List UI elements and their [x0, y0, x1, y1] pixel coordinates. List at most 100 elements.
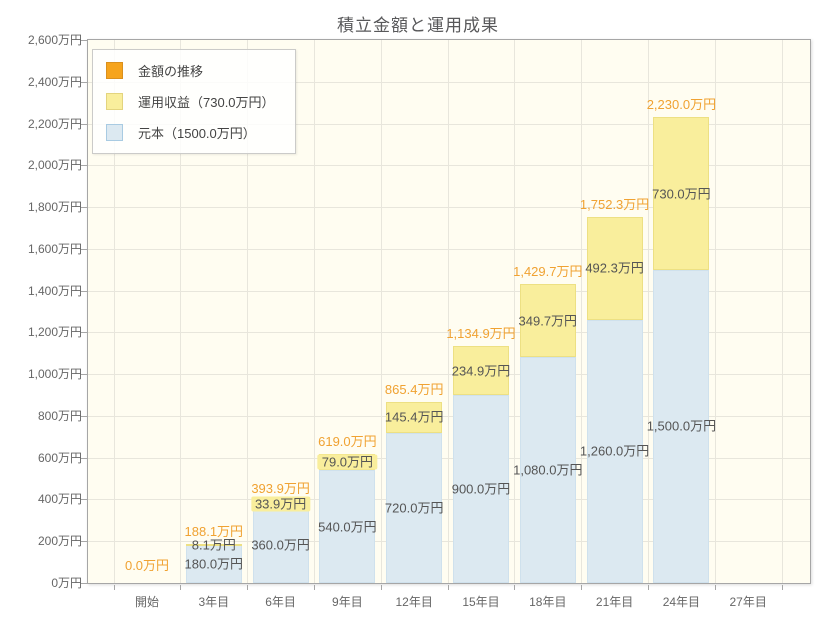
principal-label: 900.0万円 [451, 481, 511, 497]
x-axis-label: 27年目 [729, 595, 767, 609]
legend-item-amount[interactable]: 金額の推移 [93, 55, 295, 86]
y-axis-label: 600万円 [37, 450, 82, 465]
x-tick [648, 585, 649, 590]
principal-label: 360.0万円 [251, 537, 310, 553]
bar-principal-segment [653, 269, 710, 583]
total-label: 393.9万円 [251, 480, 310, 496]
y-tick [81, 374, 87, 376]
legend-swatch [106, 62, 123, 79]
y-tick [81, 207, 87, 209]
returns-label: 33.9万円 [250, 496, 311, 512]
y-tick [81, 415, 87, 417]
gridline-v [714, 40, 716, 583]
legend-item-returns[interactable]: 運用収益（730.0万円） [93, 86, 295, 117]
y-tick [81, 81, 87, 83]
x-axis-label: 9年目 [332, 595, 363, 609]
y-axis-label: 2,400万円 [27, 74, 82, 89]
x-tick [447, 585, 449, 590]
gridline-h [88, 81, 810, 83]
total-label: 619.0万円 [318, 433, 377, 449]
gridline-v [247, 40, 249, 583]
total-label: 2,230.0万円 [646, 97, 717, 113]
y-axis-label: 0万円 [51, 576, 82, 590]
x-tick [514, 585, 516, 590]
total-label: 1,429.7万円 [513, 264, 583, 280]
principal-label: 1,260.0万円 [579, 443, 650, 459]
y-tick [81, 290, 87, 292]
gridline-h [88, 415, 810, 417]
y-tick [81, 332, 87, 334]
returns-label: 492.3万円 [585, 260, 644, 276]
bar-returns-segment [453, 345, 509, 396]
x-axis-label: 開始 [134, 595, 159, 609]
y-axis-label: 1,600万円 [27, 241, 82, 256]
x-tick [581, 585, 583, 590]
legend: 金額の推移 運用収益（730.0万円） 元本（1500.0万円） [92, 49, 296, 154]
gridline-h [88, 248, 810, 250]
y-axis-label: 2,200万円 [27, 116, 82, 131]
y-axis-label: 1,400万円 [27, 283, 82, 298]
bar-principal-segment [519, 357, 576, 583]
y-tick [81, 248, 87, 250]
returns-label: 79.0万円 [317, 454, 378, 470]
gridline-h [88, 290, 810, 292]
x-axis-label: 24年目 [662, 595, 701, 609]
y-axis-label: 200万円 [37, 534, 82, 549]
principal-label: 720.0万円 [384, 500, 444, 516]
chart-title: 積立金額と運用成果 [337, 16, 499, 35]
returns-label: 234.9万円 [451, 363, 511, 378]
plot-area: 0.0万円 180.0万円 8.1万円 188.1万円 360.0万円 33.9万円 393… [87, 39, 811, 584]
bar-principal-segment [586, 319, 643, 583]
gridline-h [88, 123, 810, 125]
returns-label: 730.0万円 [652, 186, 711, 201]
gridline-h [88, 499, 810, 501]
y-axis-label: 2,000万円 [27, 158, 82, 173]
x-tick [247, 585, 249, 590]
gridline-h [88, 207, 810, 209]
y-axis-label: 2,600万円 [27, 33, 82, 47]
total-label: 0.0万円 [124, 558, 170, 573]
gridline-v [514, 40, 516, 583]
x-axis-label: 18年目 [529, 595, 567, 609]
x-tick [781, 585, 783, 590]
bar-returns-segment [185, 543, 242, 546]
gridline-h [88, 374, 810, 376]
gridline-h [88, 541, 810, 543]
x-axis-label: 21年目 [595, 595, 634, 609]
legend-item-label: 元本（1500.0万円） [138, 126, 256, 141]
total-label: 188.1万円 [184, 523, 244, 539]
bar-principal-segment [185, 545, 242, 583]
total-label: 1,752.3万円 [579, 197, 650, 213]
gridline-v [180, 40, 182, 583]
principal-label: 180.0万円 [184, 556, 244, 572]
y-tick [81, 40, 87, 41]
bar-principal-segment [453, 395, 509, 583]
gridline-h [88, 457, 810, 459]
bar-returns-segment [653, 117, 710, 270]
gridline-v [648, 40, 649, 583]
returns-label: 349.7万円 [518, 313, 578, 329]
bar-principal-segment [386, 432, 443, 583]
legend-item-principal[interactable]: 元本（1500.0万円） [93, 117, 295, 148]
y-axis-label: 1,200万円 [27, 325, 82, 340]
bar-returns-segment [386, 402, 443, 433]
bar-principal-segment [252, 507, 309, 583]
gridline-v [314, 40, 315, 583]
y-axis-label: 1,800万円 [27, 200, 82, 215]
total-label: 1,134.9万円 [446, 325, 516, 341]
legend-swatch [106, 93, 123, 110]
x-tick [380, 585, 382, 590]
x-axis-label: 15年目 [462, 595, 500, 609]
gridline-v [113, 40, 115, 583]
gridline-h [88, 165, 810, 167]
gridline-h [88, 332, 810, 334]
returns-label: 8.1万円 [191, 537, 236, 553]
y-tick [81, 123, 87, 125]
x-tick [180, 585, 182, 590]
gridline-v [447, 40, 449, 583]
x-axis-label: 6年目 [265, 595, 296, 609]
y-tick [81, 499, 87, 501]
y-tick [81, 583, 87, 584]
principal-label: 1,080.0万円 [513, 462, 583, 478]
